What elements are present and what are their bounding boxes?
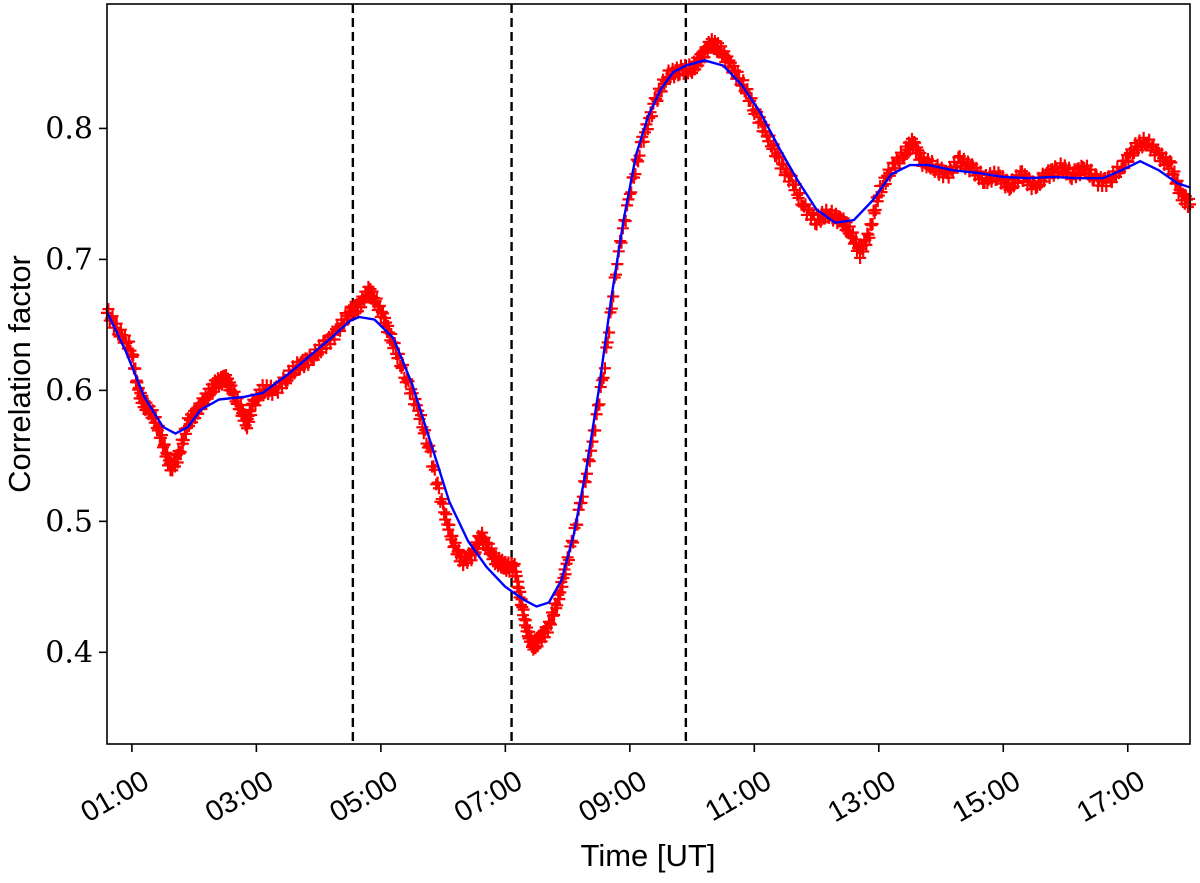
marker-point: [1119, 154, 1132, 167]
marker-point: [1165, 156, 1178, 169]
marker-point: [243, 415, 256, 428]
marker-point: [728, 64, 741, 77]
marker-point: [373, 299, 386, 312]
marker-point: [519, 614, 532, 627]
x-tick-label: 13:00: [822, 765, 901, 829]
marker-point: [446, 529, 459, 542]
marker-point: [1168, 165, 1181, 178]
y-axis: 0.4 0.5 0.6 0.7 0.8: [45, 111, 107, 670]
marker-point: [465, 554, 478, 567]
x-tick-label: 05:00: [325, 765, 404, 829]
marker-point: [596, 374, 609, 387]
marker-point: [551, 599, 564, 612]
marker-point: [869, 203, 882, 216]
plot-frame: [106, 3, 1191, 745]
y-tick-label: 0.4: [45, 635, 93, 670]
marker-point: [857, 245, 870, 258]
marker-point: [1126, 149, 1139, 162]
marker-point: [478, 531, 491, 544]
smoothed-line-path: [105, 59, 1191, 608]
x-axis: 01:00 03:00 05:00 07:00 09:00 11:00 13:00 15:00…: [76, 744, 1150, 829]
marker-point: [302, 358, 315, 371]
marker-point: [601, 336, 614, 349]
marker-point: [452, 544, 465, 557]
marker-point: [118, 329, 131, 342]
marker-point: [432, 482, 445, 495]
y-tick-label: 0.6: [45, 373, 93, 408]
marker-point: [123, 335, 136, 348]
marker-point: [440, 508, 453, 521]
marker-point: [245, 409, 258, 422]
marker-point: [731, 65, 744, 78]
marker-point: [434, 495, 447, 508]
marker-point: [280, 377, 293, 390]
x-tick-label: 11:00: [700, 765, 777, 828]
x-tick-label: 07:00: [449, 765, 528, 829]
y-tick-label: 0.5: [45, 504, 93, 539]
event-markers: [351, 4, 688, 744]
marker-point: [443, 518, 456, 531]
marker-point: [174, 446, 187, 459]
x-tick-label: 01:00: [76, 765, 155, 829]
marker-point: [764, 140, 777, 153]
x-axis-label: Time [UT]: [581, 838, 716, 873]
marker-point: [171, 456, 184, 469]
x-tick-label: 09:00: [574, 765, 653, 829]
marker-point: [158, 438, 171, 451]
marker-point: [583, 455, 596, 468]
marker-point: [155, 429, 168, 442]
marker-point: [449, 536, 462, 549]
y-axis-label: Correlation factor: [2, 255, 37, 493]
marker-point: [585, 444, 598, 457]
marker-point: [431, 476, 444, 489]
marker-point: [559, 568, 572, 581]
marker-point: [793, 187, 806, 200]
marker-point: [866, 217, 879, 230]
marker-point: [605, 302, 618, 315]
marker-point: [127, 348, 140, 361]
marker-point: [603, 326, 616, 339]
marker-point: [541, 626, 554, 639]
y-tick-label: 0.8: [45, 111, 93, 146]
marker-point: [510, 569, 523, 582]
marker-point: [1011, 176, 1024, 189]
marker-point: [544, 618, 557, 631]
marker-point: [625, 186, 638, 199]
marker-point: [860, 238, 873, 251]
marker-point: [619, 214, 632, 227]
x-tick-label: 15:00: [947, 765, 1026, 829]
marker-point: [554, 586, 567, 599]
marker-point: [863, 231, 876, 244]
marker-point: [177, 434, 190, 447]
marker-point: [370, 292, 383, 305]
marker-point: [1137, 131, 1150, 144]
marker-point: [1163, 155, 1176, 168]
marker-point: [737, 74, 750, 87]
series-smoothed-line: [105, 59, 1191, 608]
marker-point: [586, 435, 599, 448]
x-tick-label: 17:00: [1071, 765, 1150, 829]
marker-point: [846, 226, 859, 239]
y-tick-label: 0.7: [45, 242, 93, 277]
marker-point: [508, 557, 521, 570]
marker-point: [548, 609, 561, 622]
x-tick-label: 03:00: [200, 765, 279, 829]
series-correlation-markers: [101, 33, 1196, 656]
